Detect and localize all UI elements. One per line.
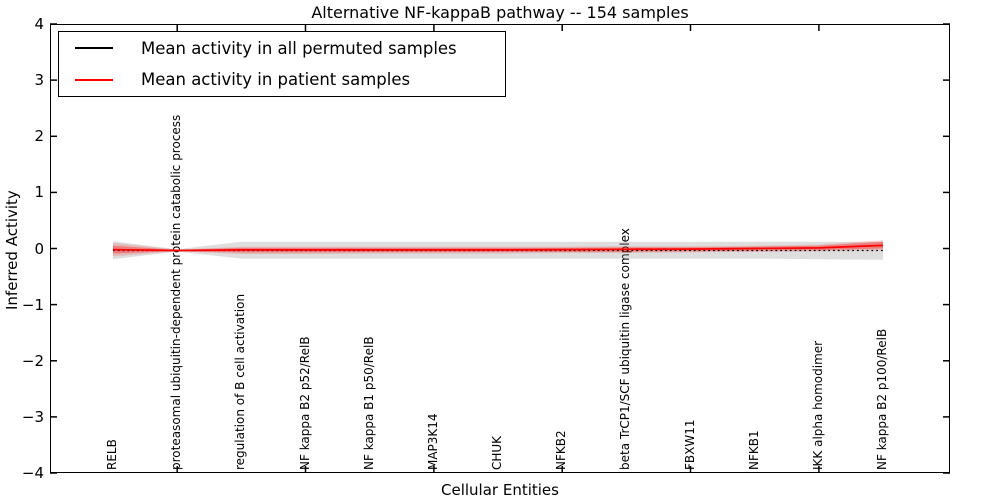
y-tick-label: 0 <box>34 239 44 258</box>
patient-samples-range-outer-band <box>113 240 883 257</box>
legend-item-permuted: Mean activity in all permuted samples <box>59 33 505 64</box>
y-tick-label: 1 <box>34 183 44 202</box>
y-tick-label: 3 <box>34 71 44 90</box>
legend: Mean activity in all permuted samples Me… <box>58 31 506 97</box>
legend-label: Mean activity in patient samples <box>141 70 411 90</box>
y-tick-label: 4 <box>34 15 44 33</box>
patient-mean-line <box>112 244 884 252</box>
chart-title: Alternative NF-kappaB pathway -- 154 sam… <box>311 3 689 22</box>
legend-line-black <box>75 47 113 50</box>
y-tick-label: −3 <box>21 407 44 426</box>
y-tick-label: −1 <box>21 295 44 314</box>
y-tick-label: −4 <box>21 464 44 482</box>
y-tick-label: 2 <box>34 127 44 146</box>
legend-item-patient: Mean activity in patient samples <box>59 64 505 95</box>
y-tick-label: −2 <box>21 351 44 370</box>
legend-label: Mean activity in all permuted samples <box>141 38 457 58</box>
legend-line-red <box>75 78 113 81</box>
x-axis-label: Cellular Entities <box>441 481 559 499</box>
